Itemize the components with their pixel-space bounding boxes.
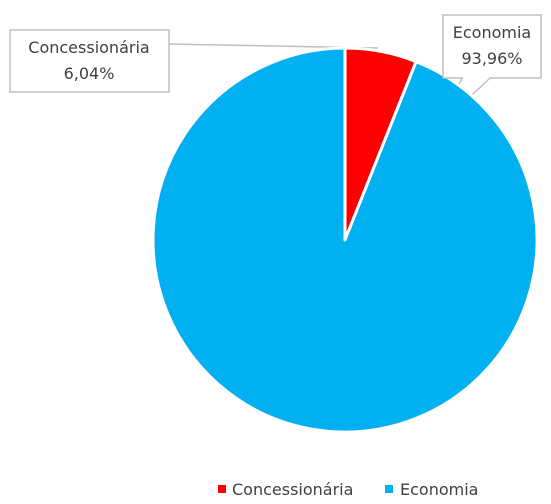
legend: Concessionária Economia	[218, 480, 478, 499]
legend-label-concessionaria: Concessionária	[232, 480, 353, 499]
legend-label-economia: Economia	[400, 480, 478, 499]
slice-economia[interactable]	[151, 46, 539, 434]
data-label-economia: Economia 93,96%	[442, 14, 542, 79]
legend-swatch-concessionaria	[218, 485, 226, 493]
data-label-name-concessionaria: Concessionária	[28, 38, 149, 57]
data-label-value-economia: 93,96%	[461, 49, 522, 68]
data-label-concessionaria: Concessionária 6,04%	[9, 29, 170, 93]
legend-swatch-economia	[385, 485, 393, 493]
data-label-value-concessionaria: 6,04%	[64, 64, 115, 83]
data-label-name-economia: Economia	[453, 23, 531, 42]
